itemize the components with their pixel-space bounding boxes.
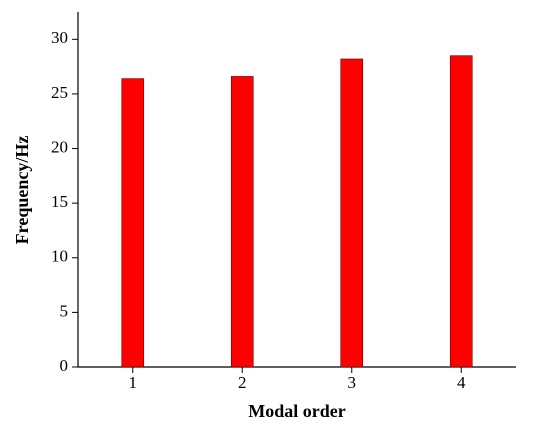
y-tick-label: 30 [51,28,68,47]
bar [449,55,473,368]
x-axis-label: Modal order [248,401,345,421]
x-tick-label: 1 [129,373,138,392]
y-tick-label: 0 [60,356,69,375]
x-tick-label: 3 [348,373,357,392]
y-tick-label: 5 [60,301,69,320]
y-tick-label: 10 [51,247,68,266]
y-axis-label: Frequency/Hz [12,136,32,245]
bar [340,58,364,368]
y-tick-label: 25 [51,83,68,102]
bar [230,76,254,368]
y-tick-label: 20 [51,137,68,156]
bar [121,78,145,368]
x-tick-label: 4 [457,373,466,392]
y-tick-label: 15 [51,192,68,211]
x-tick-label: 2 [238,373,247,392]
